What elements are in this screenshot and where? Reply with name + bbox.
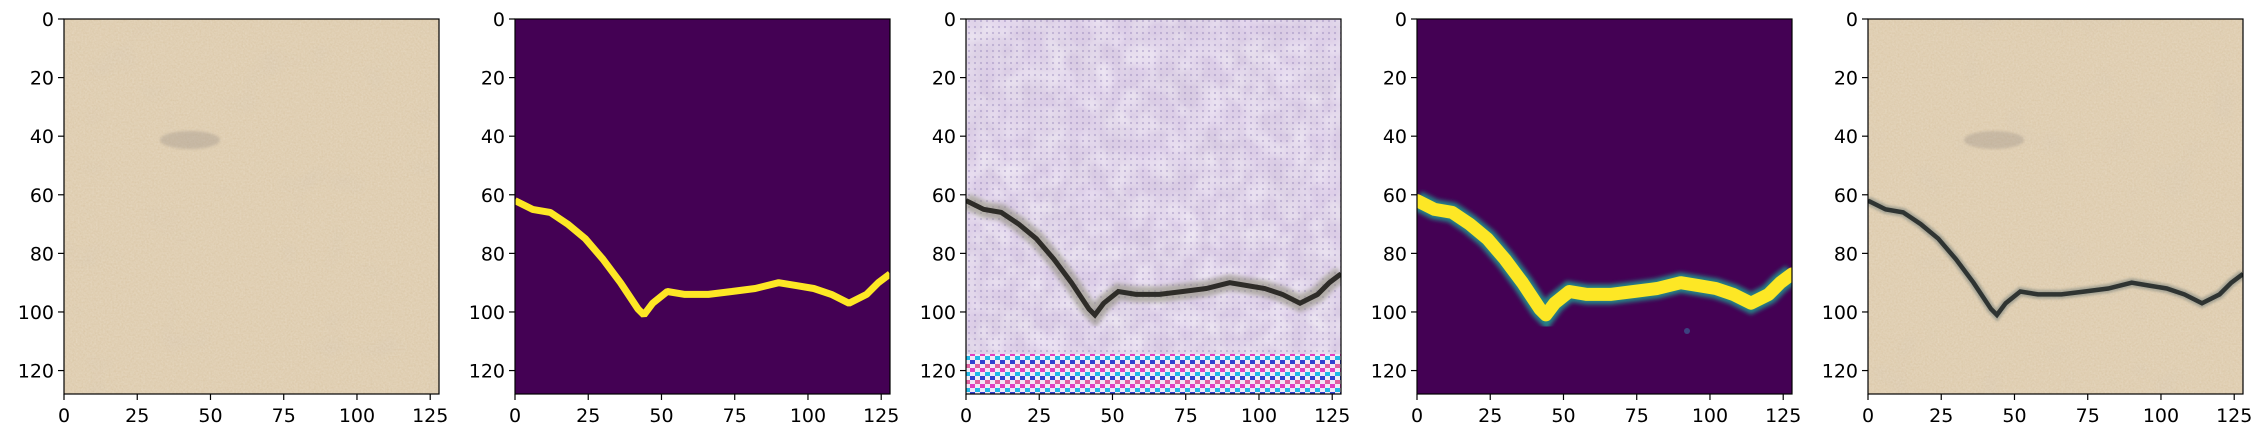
x-tick-label: 125 [863, 405, 899, 427]
y-tick-label: 80 [481, 243, 505, 265]
y-tick-label: 60 [1834, 185, 1858, 207]
y-tick-label: 40 [1383, 126, 1407, 148]
x-tick-label: 0 [58, 405, 70, 427]
panel-5 [1867, 18, 2244, 395]
panel-5-crack-path [1868, 198, 2243, 319]
x-tick-label: 50 [1100, 405, 1124, 427]
y-tick-label: 100 [1822, 302, 1858, 324]
x-tick-label: 75 [1174, 405, 1198, 427]
y-tick-label: 40 [481, 126, 505, 148]
panel-1-frame [63, 18, 440, 395]
panel-1 [63, 18, 440, 395]
y-tick-label: 0 [42, 9, 54, 31]
panel-3 [965, 18, 1342, 395]
y-tick-label: 80 [30, 243, 54, 265]
x-tick-label: 100 [2143, 405, 2179, 427]
y-tick-label: 0 [1846, 9, 1858, 31]
y-tick-label: 120 [18, 361, 54, 383]
panel-5-frame [1867, 18, 2244, 395]
x-tick-label: 125 [1765, 405, 1801, 427]
y-tick-label: 20 [932, 68, 956, 90]
panel-4-frame [1416, 18, 1793, 395]
y-tick-label: 120 [1371, 361, 1407, 383]
panel-3-crack-path [966, 198, 1341, 319]
panel-3-frame [965, 18, 1342, 395]
x-tick-label: 0 [509, 405, 521, 427]
y-tick-label: 100 [469, 302, 505, 324]
x-tick-label: 25 [576, 405, 600, 427]
panel-2-image [515, 19, 890, 394]
panel-2-frame [514, 18, 891, 395]
y-tick-label: 60 [1383, 185, 1407, 207]
y-tick-label: 60 [30, 185, 54, 207]
y-tick-label: 100 [18, 302, 54, 324]
panel-2-crack-path [515, 197, 890, 318]
x-tick-label: 25 [125, 405, 149, 427]
y-tick-label: 60 [481, 185, 505, 207]
x-tick-label: 100 [339, 405, 375, 427]
x-tick-label: 100 [1241, 405, 1277, 427]
panel-1-image [64, 19, 439, 394]
y-tick-label: 20 [1383, 68, 1407, 90]
x-tick-label: 125 [412, 405, 448, 427]
x-tick-label: 75 [272, 405, 296, 427]
x-tick-label: 50 [649, 405, 673, 427]
y-tick-label: 20 [1834, 68, 1858, 90]
panel-4 [1416, 18, 1793, 395]
x-tick-label: 75 [2076, 405, 2100, 427]
y-tick-label: 40 [30, 126, 54, 148]
x-tick-label: 125 [2216, 405, 2252, 427]
x-tick-label: 50 [2002, 405, 2026, 427]
y-tick-label: 60 [932, 185, 956, 207]
x-tick-label: 0 [960, 405, 972, 427]
x-tick-label: 25 [1027, 405, 1051, 427]
y-tick-label: 0 [1395, 9, 1407, 31]
y-tick-label: 120 [1822, 361, 1858, 383]
panel-4-crack-path [1417, 194, 1792, 322]
x-tick-label: 0 [1862, 405, 1874, 427]
y-tick-label: 120 [469, 361, 505, 383]
x-tick-label: 0 [1411, 405, 1423, 427]
x-tick-label: 50 [1551, 405, 1575, 427]
y-tick-label: 20 [30, 68, 54, 90]
x-tick-label: 100 [790, 405, 826, 427]
y-tick-label: 40 [932, 126, 956, 148]
y-tick-label: 0 [493, 9, 505, 31]
y-tick-label: 120 [920, 361, 956, 383]
x-tick-label: 75 [1625, 405, 1649, 427]
panel-3-image [966, 19, 1341, 394]
y-tick-label: 80 [1834, 243, 1858, 265]
y-tick-label: 40 [1834, 126, 1858, 148]
y-tick-label: 20 [481, 68, 505, 90]
x-tick-label: 100 [1692, 405, 1728, 427]
x-tick-label: 125 [1314, 405, 1350, 427]
panel-5-image [1868, 19, 2243, 394]
x-tick-label: 25 [1478, 405, 1502, 427]
panel-4-image [1417, 19, 1792, 394]
x-tick-label: 50 [198, 405, 222, 427]
y-tick-label: 100 [1371, 302, 1407, 324]
x-tick-label: 25 [1929, 405, 1953, 427]
y-tick-label: 0 [944, 9, 956, 31]
y-tick-label: 100 [920, 302, 956, 324]
x-tick-label: 75 [723, 405, 747, 427]
panel-2 [514, 18, 891, 395]
y-tick-label: 80 [1383, 243, 1407, 265]
y-tick-label: 80 [932, 243, 956, 265]
